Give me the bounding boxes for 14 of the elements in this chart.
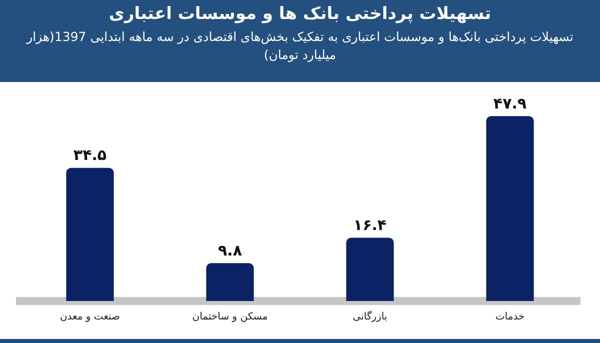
- data-label: ۹.۸: [218, 242, 242, 260]
- chart-subtitle: تسهیلات پرداختی بانک‌ها و موسسات اعتباری به تفکیک بخش‌های اقتصادی در سه ماهه ابتدایی 1397(هزار میلیارد تومان): [25, 28, 574, 64]
- chart-title: تسهیلات پرداختی بانک ها و موسسات اعتباری: [108, 4, 492, 24]
- x-tick-label: خدمات: [495, 312, 525, 323]
- x-tick-label: مسکن و ساختمان: [192, 312, 268, 323]
- x-tick-label: بازرگانی: [352, 310, 388, 323]
- bar: [346, 238, 394, 301]
- data-label: ۱۶.۴: [353, 216, 387, 234]
- bar: [66, 168, 114, 301]
- data-label: ۳۴.۵: [73, 146, 107, 164]
- x-tick-label: صنعت و معدن: [60, 312, 120, 323]
- bar: [206, 263, 254, 301]
- bar: [486, 116, 534, 301]
- data-label: ۴۷.۹: [493, 94, 527, 112]
